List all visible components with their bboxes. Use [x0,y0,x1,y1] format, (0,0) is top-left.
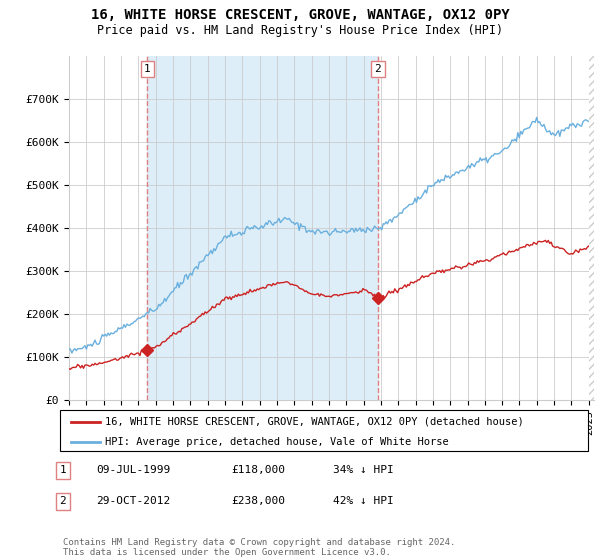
FancyBboxPatch shape [60,410,588,451]
Text: £238,000: £238,000 [231,496,285,506]
Bar [148,56,378,400]
Text: £118,000: £118,000 [231,465,285,475]
Text: 2: 2 [59,496,67,506]
Text: HPI: Average price, detached house, Vale of White Horse: HPI: Average price, detached house, Vale… [105,437,449,447]
Text: 16, WHITE HORSE CRESCENT, GROVE, WANTAGE, OX12 0PY (detached house): 16, WHITE HORSE CRESCENT, GROVE, WANTAGE… [105,417,524,427]
Text: 42% ↓ HPI: 42% ↓ HPI [333,496,394,506]
Text: 16, WHITE HORSE CRESCENT, GROVE, WANTAGE, OX12 0PY: 16, WHITE HORSE CRESCENT, GROVE, WANTAGE… [91,8,509,22]
Text: 1: 1 [59,465,67,475]
Text: 29-OCT-2012: 29-OCT-2012 [96,496,170,506]
Text: 2: 2 [374,64,382,74]
Text: 09-JUL-1999: 09-JUL-1999 [96,465,170,475]
Text: Contains HM Land Registry data © Crown copyright and database right 2024.
This d: Contains HM Land Registry data © Crown c… [63,538,455,557]
Text: Price paid vs. HM Land Registry's House Price Index (HPI): Price paid vs. HM Land Registry's House … [97,24,503,37]
Text: 1: 1 [144,64,151,74]
Text: 34% ↓ HPI: 34% ↓ HPI [333,465,394,475]
